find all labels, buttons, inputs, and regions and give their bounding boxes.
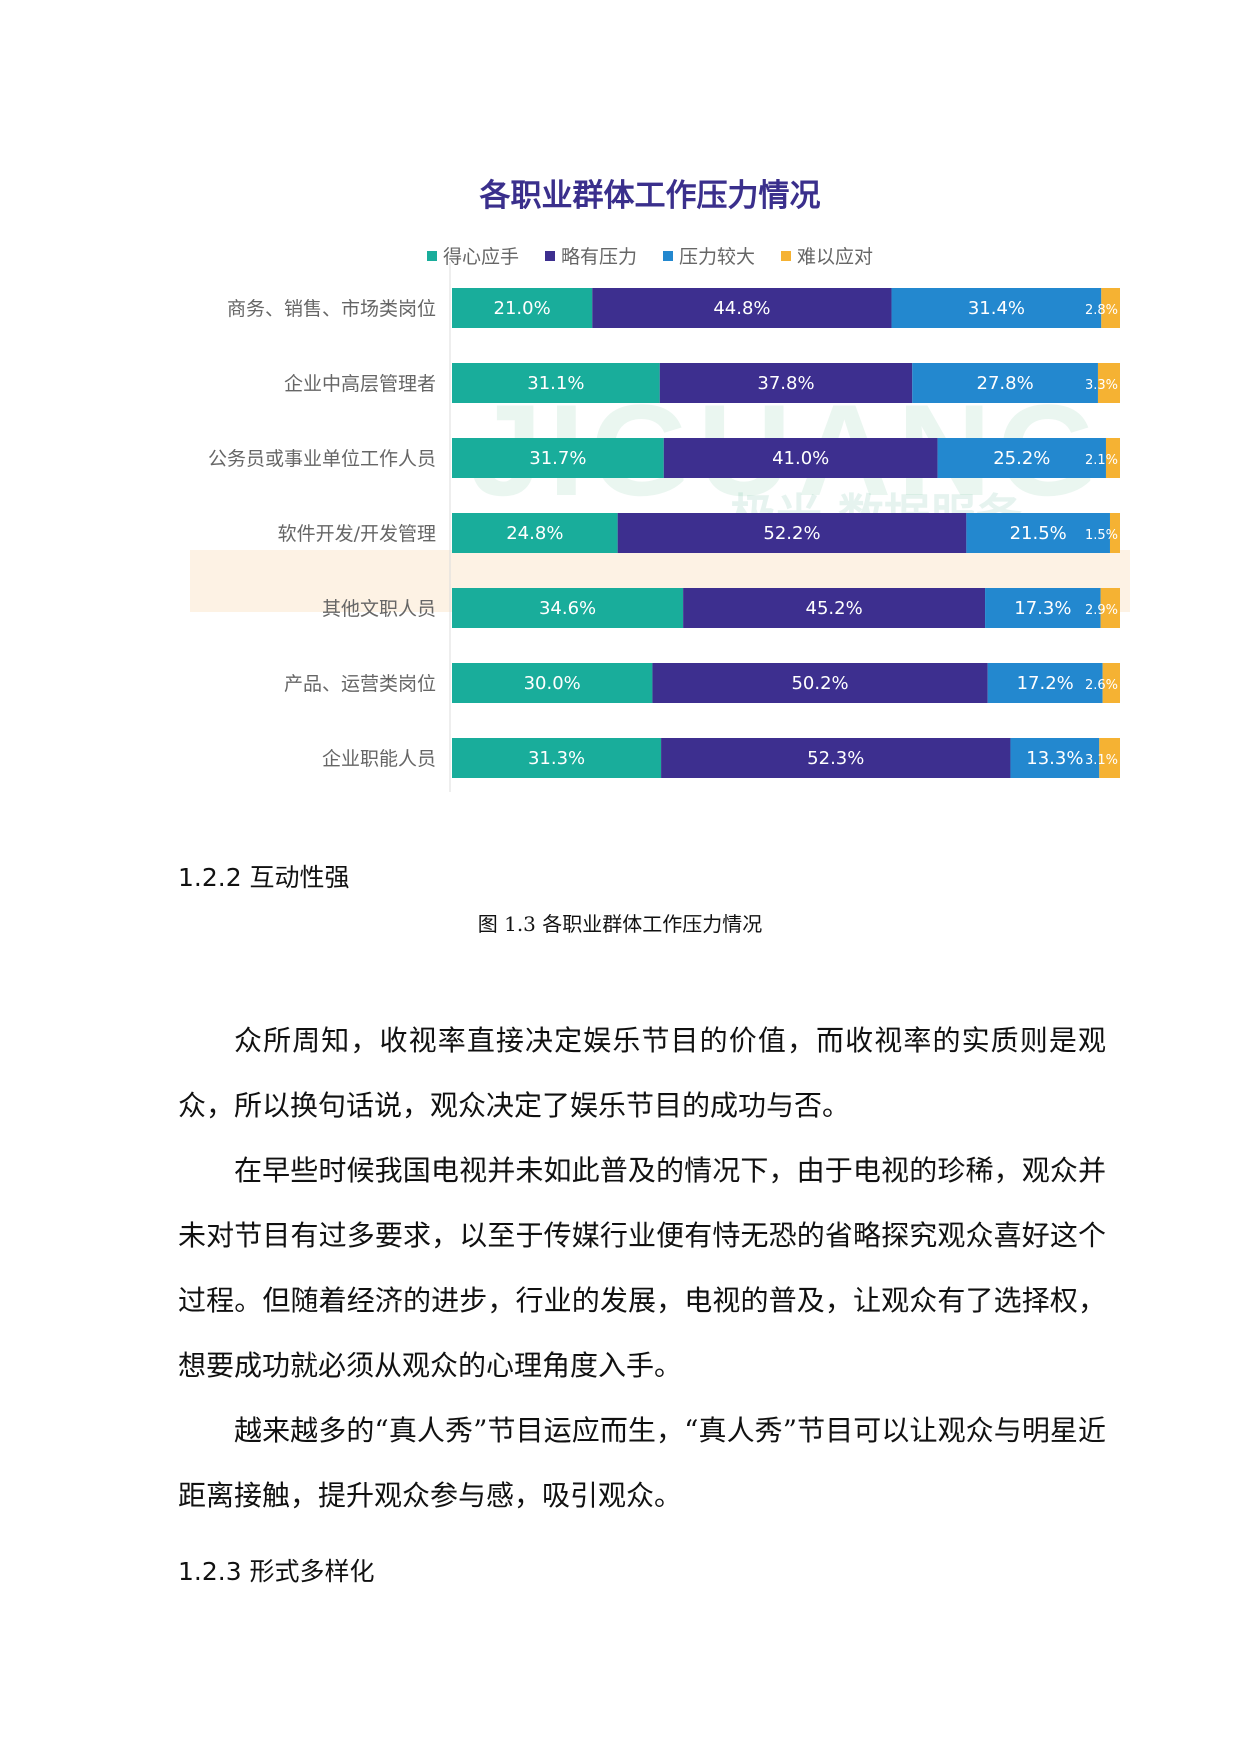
bar-1-3: [1097, 363, 1120, 403]
bar-4-0: [452, 588, 684, 628]
body-text: 众所周知，收视率直接决定娱乐节目的价值，而收视率的实质则是观众，所以换句话说，观…: [178, 1008, 1106, 1528]
data-label-1-2: 27.8%: [977, 373, 1034, 394]
bar-0-1: [592, 288, 892, 328]
legend-label-1: 略有压力: [560, 246, 637, 268]
data-label-2-3: 2.1%: [1085, 453, 1118, 468]
bar-5-1: [652, 663, 988, 703]
data-label-5-2: 17.2%: [1017, 673, 1074, 694]
bar-1-2: [912, 363, 1098, 403]
bar-2-2: [937, 438, 1106, 478]
data-label-2-0: 31.7%: [529, 448, 586, 469]
data-label-6-1: 52.3%: [807, 748, 864, 769]
bar-1-0: [452, 363, 660, 403]
data-label-3-3: 1.5%: [1085, 528, 1118, 543]
legend-item-1: 略有压力: [544, 242, 637, 269]
bar-3-0: [452, 513, 618, 553]
data-label-4-1: 45.2%: [806, 598, 863, 619]
category-label-4: 其他文职人员: [322, 598, 436, 620]
bar-0-3: [1101, 288, 1120, 328]
chart-plot: 商务、销售、市场类岗位 21.0% 44.8% 31.4% 2.8% 企业中高层管理者 31…: [208, 262, 1120, 792]
legend-swatch-3: [781, 250, 792, 261]
data-label-6-2: 13.3%: [1026, 748, 1083, 769]
data-label-4-3: 2.9%: [1085, 603, 1118, 618]
category-label-2: 公务员或事业单位工作人员: [208, 448, 436, 470]
chart-title: 各职业群体工作压力情况: [479, 178, 821, 214]
legend-item-2: 压力较大: [663, 242, 755, 269]
paragraph-3: 越来越多的“真人秀”节目运应而生，“真人秀”节目可以让观众与明星近距离接触，提升…: [178, 1414, 1106, 1512]
data-label-1-3: 3.3%: [1085, 378, 1118, 393]
category-label-5: 产品、运营类岗位: [284, 673, 436, 695]
category-label-3: 软件开发/开发管理: [278, 523, 436, 545]
paragraph-2: 在早些时候我国电视并未如此普及的情况下，由于电视的珍稀，观众并未对节目有过多要求…: [178, 1154, 1106, 1382]
bar-2-1: [663, 438, 938, 478]
legend-label-3: 难以应对: [797, 246, 874, 268]
bar-6-3: [1099, 738, 1120, 778]
chart-legend: 得心应手 略有压力 压力较大 难以应对: [170, 242, 1130, 269]
legend-swatch-0: [426, 250, 437, 261]
bar-4-2: [985, 588, 1101, 628]
bar-6-0: [452, 738, 662, 778]
legend-swatch-1: [544, 250, 555, 261]
legend-item-0: 得心应手: [426, 242, 519, 269]
data-label-3-0: 24.8%: [506, 523, 563, 544]
bar-2-3: [1105, 438, 1120, 478]
data-label-3-2: 21.5%: [1010, 523, 1067, 544]
figure-caption: 图 1.3 各职业群体工作压力情况: [477, 912, 763, 936]
data-label-0-3: 2.8%: [1085, 303, 1118, 318]
data-label-3-1: 52.2%: [763, 523, 820, 544]
bar-5-3: [1102, 663, 1120, 703]
bar-1-1: [659, 363, 913, 403]
data-label-0-2: 31.4%: [968, 298, 1025, 319]
data-label-2-2: 25.2%: [993, 448, 1050, 469]
category-label-6: 企业职能人员: [322, 748, 436, 770]
legend-label-0: 得心应手: [442, 246, 519, 268]
data-label-1-1: 37.8%: [757, 373, 814, 394]
data-label-5-3: 2.6%: [1085, 678, 1118, 693]
bar-6-1: [661, 738, 1011, 778]
paragraph-1: 众所周知，收视率直接决定娱乐节目的价值，而收视率的实质则是观众，所以换句话说，观…: [178, 1024, 1106, 1122]
data-label-0-1: 44.8%: [713, 298, 770, 319]
data-label-2-1: 41.0%: [772, 448, 829, 469]
legend-item-3: 难以应对: [781, 242, 873, 269]
data-label-6-3: 3.1%: [1085, 753, 1118, 768]
bar-6-2: [1010, 738, 1100, 778]
bar-0-0: [452, 288, 593, 328]
data-label-1-0: 31.1%: [527, 373, 584, 394]
bar-5-0: [452, 663, 653, 703]
bar-4-1: [683, 588, 986, 628]
legend-swatch-2: [663, 250, 673, 261]
bar-0-2: [891, 288, 1102, 328]
data-label-4-0: 34.6%: [539, 598, 596, 619]
bar-4-3: [1100, 588, 1120, 628]
data-label-0-0: 21.0%: [494, 298, 551, 319]
data-label-5-0: 30.0%: [524, 673, 581, 694]
stress-chart: JIGUANG 极光 数据服务 各职业群体工作压力情况 得心应手略有压力压力较大…: [170, 150, 1130, 880]
section-heading-1-2-3: 1.2.3 形式多样化: [178, 1557, 375, 1586]
legend-label-2: 压力较大: [679, 246, 756, 268]
bar-3-3: [1109, 513, 1120, 553]
bar-3-2: [966, 513, 1110, 553]
bar-2-0: [452, 438, 664, 478]
bar-3-1: [617, 513, 967, 553]
section-heading-1-2-2: 1.2.2 互动性强: [178, 863, 350, 892]
category-label-0: 商务、销售、市场类岗位: [227, 298, 436, 320]
bar-5-2: [987, 663, 1103, 703]
data-label-6-0: 31.3%: [528, 748, 585, 769]
data-label-5-1: 50.2%: [791, 673, 848, 694]
data-label-4-2: 17.3%: [1014, 598, 1071, 619]
category-label-1: 企业中高层管理者: [284, 373, 436, 395]
